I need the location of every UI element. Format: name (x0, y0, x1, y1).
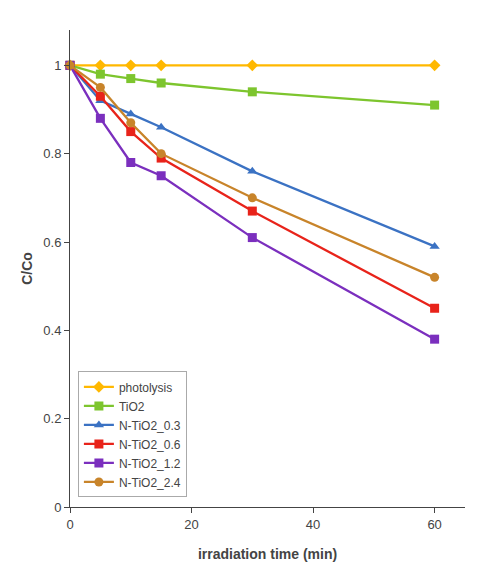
svg-text:C/Co: C/Co (19, 252, 35, 285)
svg-text:1: 1 (54, 58, 61, 73)
svg-text:N-TiO2_2.4: N-TiO2_2.4 (119, 476, 181, 490)
svg-text:N-TiO2_1.2: N-TiO2_1.2 (119, 457, 181, 471)
svg-text:N-TiO2_0.3: N-TiO2_0.3 (119, 419, 181, 433)
svg-text:0: 0 (54, 500, 61, 515)
svg-text:irradiation time (min): irradiation time (min) (198, 546, 337, 562)
svg-text:0.2: 0.2 (43, 411, 61, 426)
svg-text:0.8: 0.8 (43, 146, 61, 161)
svg-text:photolysis: photolysis (119, 381, 172, 395)
svg-text:60: 60 (427, 517, 441, 532)
svg-text:20: 20 (184, 517, 198, 532)
svg-text:0: 0 (66, 517, 73, 532)
svg-text:0.6: 0.6 (43, 235, 61, 250)
svg-text:40: 40 (306, 517, 320, 532)
svg-text:TiO2: TiO2 (119, 400, 145, 414)
svg-text:0.4: 0.4 (43, 323, 61, 338)
svg-text:N-TiO2_0.6: N-TiO2_0.6 (119, 438, 181, 452)
